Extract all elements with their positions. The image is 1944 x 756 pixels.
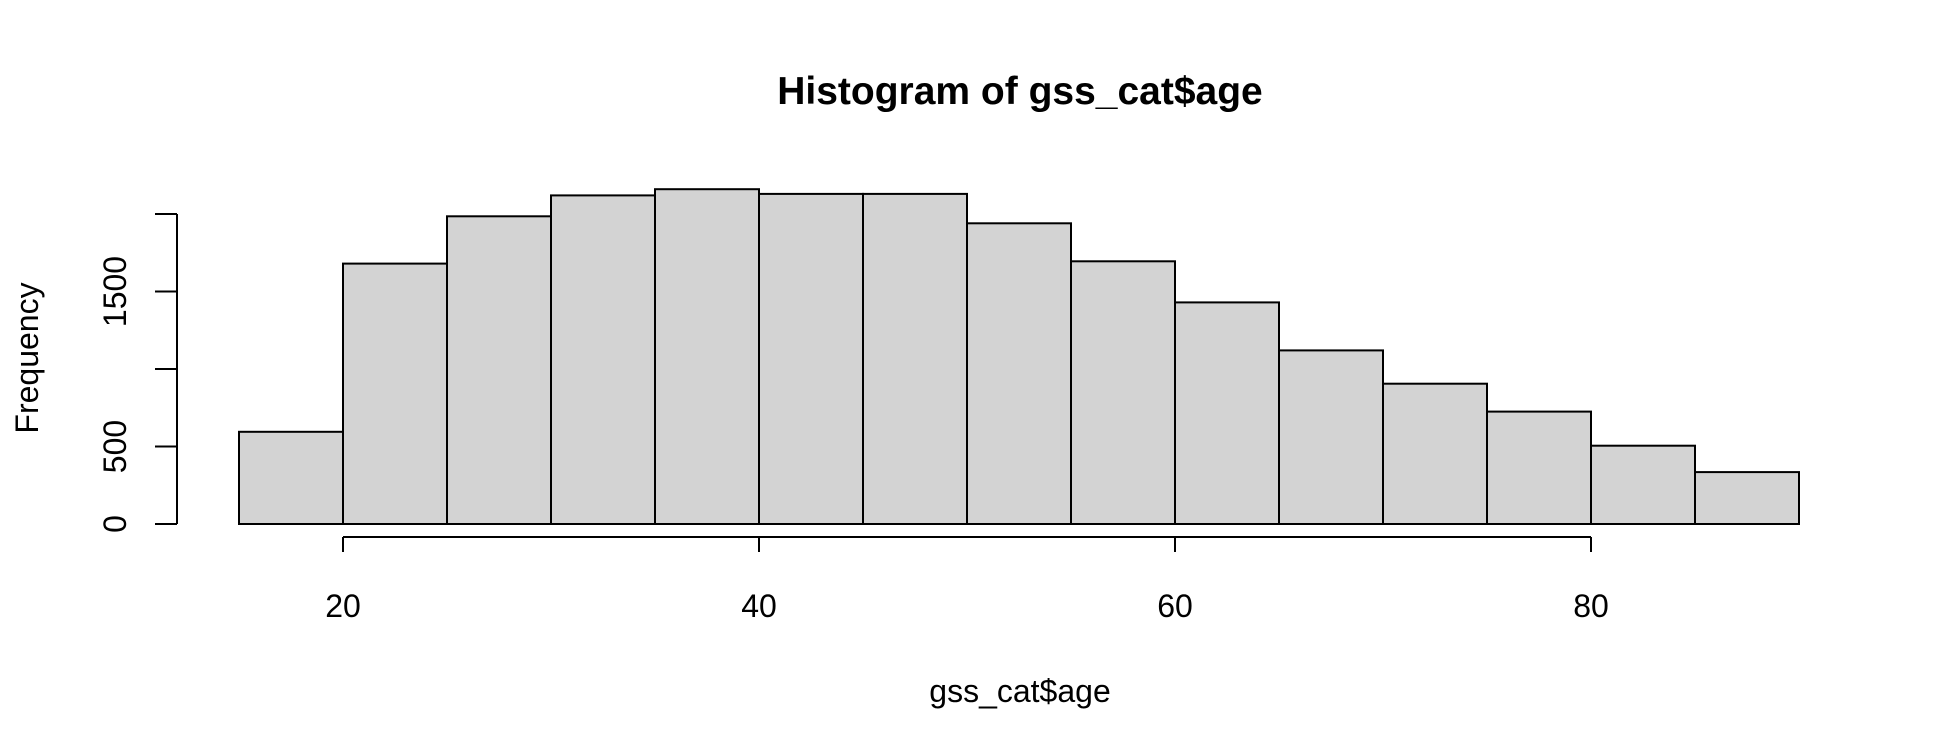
y-tick-label: 0	[97, 515, 133, 533]
histogram-bar-15	[1694, 471, 1800, 526]
x-tick-label: 60	[1157, 588, 1193, 624]
histogram-bar-14	[1590, 444, 1696, 526]
x-tick-label: 80	[1573, 588, 1609, 624]
histogram-bar-4	[550, 194, 656, 525]
y-tick-label: 1500	[97, 256, 133, 327]
histogram-bar-1	[238, 430, 344, 525]
histogram-bar-13	[1486, 410, 1592, 526]
histogram-bar-7	[862, 192, 968, 525]
histogram-bar-12	[1382, 382, 1488, 526]
y-axis: 0 500 1500	[97, 213, 178, 533]
histogram-bar-5	[654, 188, 760, 525]
histogram-bar-11	[1278, 349, 1384, 525]
x-axis: 20 40 60 80	[325, 536, 1609, 624]
histogram-bar-2	[342, 262, 448, 525]
chart-title: Histogram of gss_cat$age	[777, 70, 1263, 113]
histogram-bar-8	[966, 222, 1072, 526]
x-tick-label: 40	[741, 588, 777, 624]
histogram-bar-9	[1070, 260, 1176, 525]
histogram-bar-10	[1174, 301, 1280, 525]
bars-group	[238, 188, 1800, 526]
histogram-bar-6	[758, 192, 864, 525]
y-tick-label: 500	[97, 420, 133, 473]
x-tick-label: 20	[325, 588, 361, 624]
y-axis-label: Frequency	[9, 282, 45, 433]
histogram-bar-3	[446, 215, 552, 526]
x-axis-label: gss_cat$age	[929, 673, 1110, 709]
